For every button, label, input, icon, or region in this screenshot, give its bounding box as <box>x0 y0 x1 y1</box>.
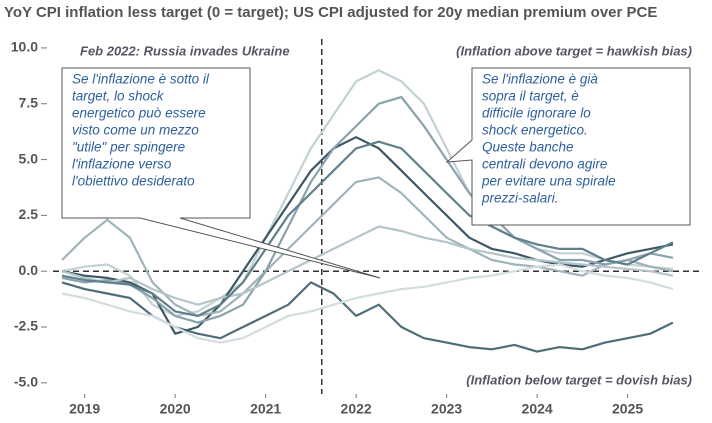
callout-box <box>445 67 691 226</box>
callout-text: sopra il target, è <box>482 89 579 104</box>
below-label: (Inflation below target = dovish bias) <box>466 372 692 387</box>
series-line <box>61 95 674 324</box>
callout-text: target, lo shock <box>72 89 165 104</box>
x-tick-label: 2019 <box>69 401 100 417</box>
callout-text: l'obiettivo desiderato <box>72 174 195 189</box>
series-line <box>61 140 674 317</box>
x-tick-label: 2025 <box>612 401 643 417</box>
event-label: Feb 2022: Russia invades Ukraine <box>80 43 290 58</box>
callout-box <box>61 67 381 279</box>
callout-text: per evitare una spirale <box>481 174 616 189</box>
x-tick-label: 2021 <box>250 401 281 417</box>
above-label: (Inflation above target = hawkish bias) <box>456 43 692 58</box>
x-tick-label: 2020 <box>160 401 191 417</box>
series-line <box>61 263 674 344</box>
y-tick-label: -2.5 <box>14 318 38 334</box>
callout-text: "utile" per spingere <box>72 140 185 155</box>
callout-text: Queste banche <box>482 140 574 155</box>
callout-text: Se l'inflazione è già <box>482 72 598 87</box>
callout-text: visto come un mezzo <box>72 123 199 138</box>
x-tick-label: 2022 <box>341 401 372 417</box>
callout-text: centrali devono agire <box>482 157 607 172</box>
callout-text: shock energetico. <box>482 123 588 138</box>
callout-text: l'inflazione verso <box>72 157 172 172</box>
y-tick-label: 2.5 <box>19 206 39 222</box>
chart-title: YoY CPI inflation less target (0 = targe… <box>4 4 657 21</box>
y-tick-label: 5.0 <box>19 150 39 166</box>
y-tick-label: 7.5 <box>19 94 39 110</box>
y-tick-label: 10.0 <box>11 39 38 55</box>
series-line <box>61 69 674 317</box>
callout-text: Se l'inflazione è sotto il <box>72 72 210 87</box>
x-tick-label: 2024 <box>522 401 553 417</box>
y-tick-label: 0.0 <box>19 262 39 278</box>
callout-text: prezzi-salari. <box>481 191 559 206</box>
y-tick-label: -5.0 <box>14 374 38 390</box>
x-tick-label: 2023 <box>431 401 462 417</box>
callout-text: energetico può essere <box>72 106 206 121</box>
series-line <box>61 136 674 335</box>
series-line <box>61 225 674 306</box>
callout-text: difficile ignorare lo <box>482 106 591 121</box>
